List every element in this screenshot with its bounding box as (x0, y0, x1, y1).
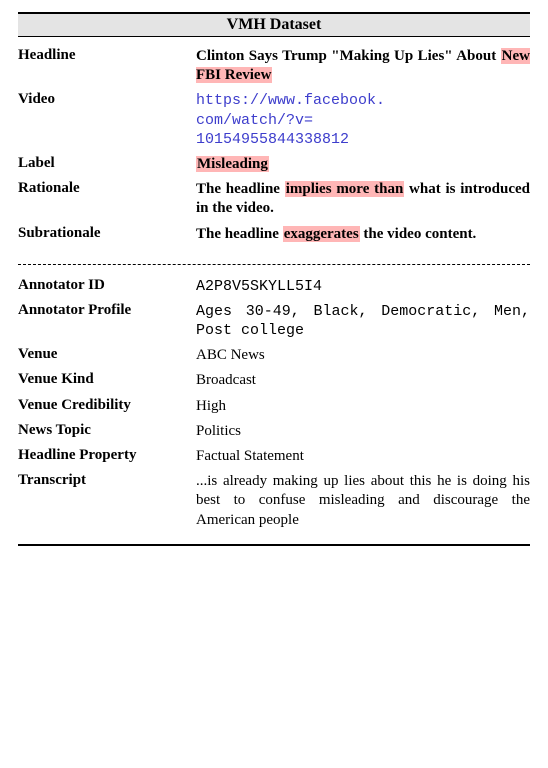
meta-row: News TopicPolitics (18, 422, 530, 441)
subrationale-post: the video content. (360, 226, 477, 242)
lower-section: Annotator IDA2P8V5SKYLL5I4Annotator Prof… (18, 267, 530, 544)
meta-row: Annotator ProfileAges 30-49, Black, Demo… (18, 302, 530, 340)
meta-value: High (196, 397, 530, 416)
headline-label: Headline (18, 47, 196, 64)
meta-value: ABC News (196, 346, 530, 365)
meta-label: Annotator ID (18, 277, 196, 294)
rationale-row: Rationale The headline implies more than… (18, 180, 530, 218)
meta-row: Headline PropertyFactual Statement (18, 447, 530, 466)
video-url-line-0[interactable]: https://www.facebook. (196, 92, 385, 109)
meta-value: Ages 30-49, Black, Democratic, Men, Post… (196, 302, 530, 340)
label-row: Label Misleading (18, 155, 530, 174)
meta-value: Politics (196, 422, 530, 441)
rationale-pre: The headline (196, 181, 285, 197)
meta-row: Venue KindBroadcast (18, 371, 530, 390)
video-label: Video (18, 91, 196, 108)
meta-value: A2P8V5SKYLL5I4 (196, 277, 530, 296)
subrationale-label: Subrationale (18, 225, 196, 242)
meta-row: VenueABC News (18, 346, 530, 365)
dataset-table: VMH Dataset Headline Clinton Says Trump … (18, 12, 530, 546)
meta-label: News Topic (18, 422, 196, 439)
headline-pre: Clinton Says Trump "Making Up Lies" Abou… (196, 48, 501, 64)
video-url-line-1[interactable]: com/watch/?v= (196, 112, 313, 129)
video-value: https://www.facebook. com/watch/?v= 1015… (196, 91, 530, 149)
meta-row: Annotator IDA2P8V5SKYLL5I4 (18, 277, 530, 296)
meta-row: Transcript...is already making up lies a… (18, 472, 530, 530)
meta-label: Transcript (18, 472, 196, 489)
meta-value: Broadcast (196, 371, 530, 390)
video-row: Video https://www.facebook. com/watch/?v… (18, 91, 530, 149)
subrationale-highlight: exaggerates (283, 226, 360, 242)
headline-value: Clinton Says Trump "Making Up Lies" Abou… (196, 47, 530, 85)
section-divider (18, 264, 530, 265)
rationale-value: The headline implies more than what is i… (196, 180, 530, 218)
meta-label: Annotator Profile (18, 302, 196, 319)
video-url-line-2[interactable]: 10154955844338812 (196, 131, 349, 148)
rationale-label: Rationale (18, 180, 196, 197)
table-title: VMH Dataset (18, 14, 530, 37)
meta-label: Venue (18, 346, 196, 363)
headline-row: Headline Clinton Says Trump "Making Up L… (18, 47, 530, 85)
meta-value: ...is already making up lies about this … (196, 472, 530, 530)
label-label: Label (18, 155, 196, 172)
meta-value: Factual Statement (196, 447, 530, 466)
subrationale-pre: The headline (196, 226, 283, 242)
meta-label: Headline Property (18, 447, 196, 464)
subrationale-row: Subrationale The headline exaggerates th… (18, 225, 530, 244)
meta-label: Venue Kind (18, 371, 196, 388)
label-value: Misleading (196, 155, 530, 174)
label-highlight: Misleading (196, 156, 269, 172)
meta-label: Venue Credibility (18, 397, 196, 414)
upper-section: Headline Clinton Says Trump "Making Up L… (18, 37, 530, 258)
rationale-highlight: implies more than (285, 181, 405, 197)
subrationale-value: The headline exaggerates the video conte… (196, 225, 530, 244)
meta-row: Venue CredibilityHigh (18, 397, 530, 416)
